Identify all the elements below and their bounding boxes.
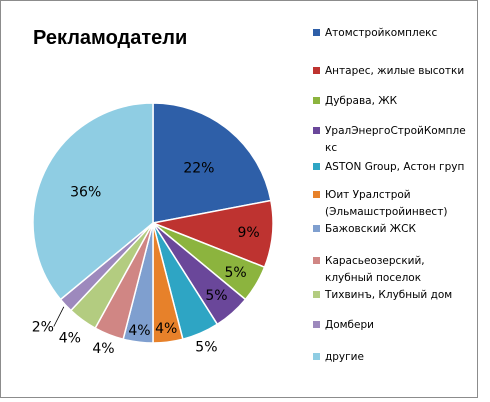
legend-swatch — [313, 321, 320, 328]
legend-label: ASTON Group, Астон груп — [325, 161, 465, 173]
legend-swatch — [313, 163, 320, 170]
chart-title: Рекламодатели — [33, 27, 188, 49]
pie-slice-label: 4% — [92, 341, 114, 357]
legend-swatch — [313, 67, 320, 74]
legend-swatch — [313, 353, 320, 360]
leader-line — [53, 306, 65, 327]
legend-label: Бажовский ЖСК — [325, 223, 416, 235]
legend-swatch — [313, 29, 320, 36]
legend-swatch — [313, 225, 320, 232]
pie-slice-label: 9% — [237, 225, 259, 241]
legend-item: Карасьеозерский, клубный поселок — [313, 253, 473, 287]
legend-swatch — [313, 191, 320, 198]
legend-label: другие — [325, 351, 364, 363]
legend-label: Тихвинъ, Клубный дом — [325, 289, 453, 301]
legend-item: Домбери — [313, 317, 473, 334]
legend-item: Юит Уралстрой (Эльмашстройинвест) — [313, 187, 473, 221]
chart-frame: Рекламодатели 22% 9% 5% 5% 5% 4% 4% 4% 4% 2% 36% А… — [0, 0, 478, 398]
pie-slice-label: 36% — [70, 184, 101, 200]
pie-slice-label: 22% — [183, 161, 214, 177]
legend-item: УралЭнергоСтройКомпле кс — [313, 123, 473, 157]
pie-slice-label: 2% — [32, 320, 54, 336]
pie-slice-label: 4% — [59, 331, 81, 347]
legend-label: Юит Уралстрой (Эльмашстройинвест) — [325, 189, 448, 218]
legend-item: Антарес, жилые высотки — [313, 63, 473, 80]
legend-label: Домбери — [325, 319, 374, 331]
legend-label: Антарес, жилые высотки — [325, 65, 465, 77]
legend-item: Атомстройкомплекс — [313, 25, 473, 42]
pie-slice-label: 5% — [224, 265, 246, 281]
legend-item: Бажовский ЖСК — [313, 221, 473, 238]
pie-slice — [152, 102, 272, 224]
pie-chart: 22% 9% 5% 5% 5% 4% 4% 4% 4% 2% 36% — [32, 102, 274, 357]
legend-item: ASTON Group, Астон груп — [313, 159, 473, 176]
pie-slice — [32, 102, 154, 301]
legend-swatch — [313, 257, 320, 264]
pie-slice-label: 5% — [195, 339, 217, 355]
legend-item: Тихвинъ, Клубный дом — [313, 287, 473, 304]
pie-slice-label: 5% — [205, 288, 227, 304]
pie-slice-label: 4% — [155, 321, 177, 337]
legend-label: Дубрава, ЖК — [325, 95, 398, 107]
pie-slice-label: 4% — [128, 323, 150, 339]
legend-label: УралЭнергоСтройКомпле кс — [325, 125, 466, 154]
legend-swatch — [313, 127, 320, 134]
legend-label: Карасьеозерский, клубный поселок — [325, 255, 425, 284]
legend-label: Атомстройкомплекс — [325, 27, 438, 39]
legend-item: другие — [313, 349, 473, 366]
legend-swatch — [313, 291, 320, 298]
legend-swatch — [313, 97, 320, 104]
legend-item: Дубрава, ЖК — [313, 93, 473, 110]
